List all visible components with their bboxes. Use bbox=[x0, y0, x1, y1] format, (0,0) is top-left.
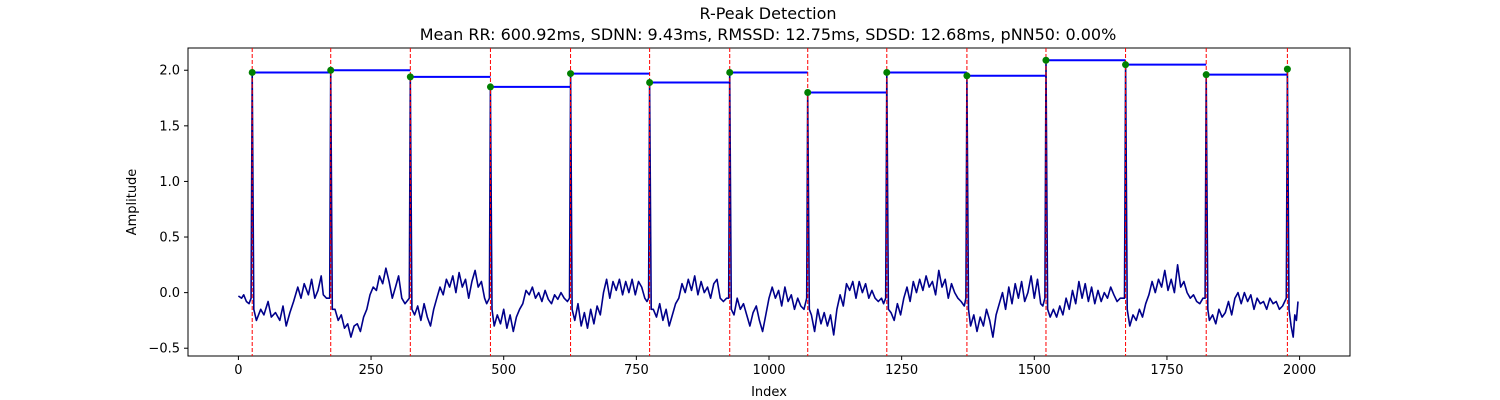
r-peak-point bbox=[804, 88, 812, 96]
y-tick-label: 0.0 bbox=[159, 286, 180, 301]
y-axis-ticks: −0.5 0.0 0.5 1.0 1.5 2.0 bbox=[148, 64, 188, 357]
x-tick-label: 1250 bbox=[885, 363, 918, 378]
rr-interval-segments bbox=[252, 59, 1288, 94]
ecg-signal bbox=[237, 59, 1299, 338]
y-axis-label: Amplitude bbox=[125, 169, 140, 236]
r-peak-point bbox=[963, 72, 971, 80]
x-tick-label: 1500 bbox=[1018, 363, 1051, 378]
y-tick-label: −0.5 bbox=[148, 342, 180, 357]
r-peak-point bbox=[1042, 56, 1050, 64]
chart-subtitle: Mean RR: 600.92ms, SDNN: 9.43ms, RMSSD: … bbox=[420, 25, 1117, 44]
r-peak-point bbox=[567, 70, 575, 78]
x-axis-ticks: 0 250 500 750 1000 1250 1500 1750 2000 bbox=[234, 356, 1316, 378]
x-tick-label: 500 bbox=[491, 363, 516, 378]
x-tick-label: 1750 bbox=[1150, 363, 1183, 378]
r-peak-point bbox=[1122, 61, 1130, 69]
r-peak-point bbox=[726, 68, 734, 76]
x-tick-label: 250 bbox=[359, 363, 384, 378]
y-tick-label: 0.5 bbox=[159, 231, 180, 246]
ecg-signal-line bbox=[237, 59, 1299, 338]
x-axis-label: Index bbox=[751, 385, 787, 400]
r-peak-point bbox=[486, 83, 494, 91]
x-tick-label: 2000 bbox=[1283, 363, 1316, 378]
y-tick-label: 2.0 bbox=[159, 64, 180, 79]
r-peak-markers bbox=[251, 48, 1288, 356]
r-peak-point bbox=[883, 68, 891, 76]
r-peak-point bbox=[1202, 71, 1210, 79]
r-peak-point bbox=[1283, 65, 1291, 73]
r-peak-points bbox=[248, 56, 1291, 96]
r-peak-point bbox=[646, 78, 654, 86]
x-tick-label: 750 bbox=[624, 363, 649, 378]
r-peak-point bbox=[248, 68, 256, 76]
r-peak-point bbox=[406, 73, 414, 81]
r-peak-point bbox=[327, 66, 335, 74]
x-tick-label: 0 bbox=[234, 363, 242, 378]
x-tick-label: 1000 bbox=[752, 363, 785, 378]
y-tick-label: 1.0 bbox=[159, 175, 180, 190]
chart-title: R-Peak Detection bbox=[699, 4, 836, 23]
y-tick-label: 1.5 bbox=[159, 119, 180, 134]
